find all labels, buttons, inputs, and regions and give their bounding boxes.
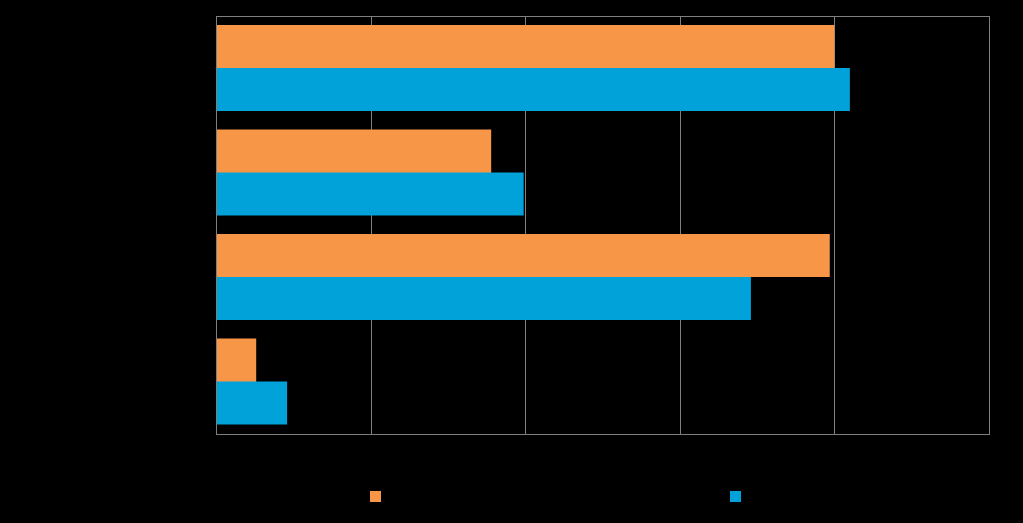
bar-series2-cat4 (217, 381, 288, 425)
bar-series2-cat2 (217, 172, 524, 216)
bar-series1-cat2 (217, 129, 492, 173)
legend-marker-series1 (370, 491, 381, 502)
bar-series1-cat4 (217, 338, 257, 382)
plot-area-frame (216, 16, 990, 435)
bar-series1-cat1 (217, 25, 835, 68)
legend-marker-series2 (730, 491, 741, 502)
bar-series2-cat3 (217, 277, 751, 320)
bar-series1-cat3 (217, 234, 830, 277)
bar-series2-cat1 (217, 68, 850, 111)
